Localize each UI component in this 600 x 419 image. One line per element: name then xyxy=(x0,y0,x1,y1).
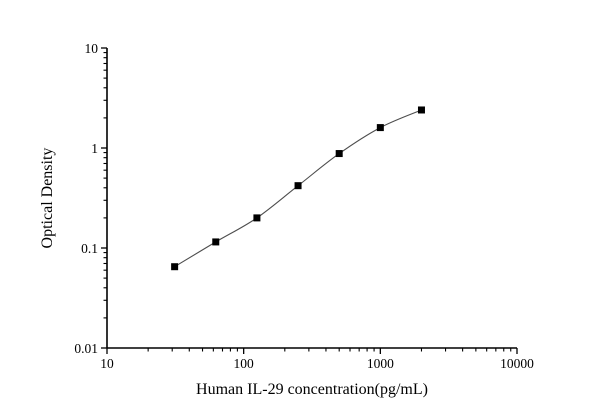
data-point-marker xyxy=(253,214,261,222)
y-tick-label: 0.01 xyxy=(74,341,98,356)
data-point-marker xyxy=(171,263,179,271)
axis-ticks xyxy=(101,47,518,354)
data-point-marker xyxy=(417,106,425,114)
y-tick-label: 10 xyxy=(85,41,99,56)
data-point-marker xyxy=(294,182,302,190)
axes xyxy=(106,48,517,349)
data-point-marker xyxy=(212,238,220,246)
y-axis-label: Optical Density xyxy=(39,148,56,249)
x-tick-label: 10 xyxy=(100,356,114,371)
y-tick-label: 0.1 xyxy=(81,241,98,256)
data-point-marker xyxy=(376,124,384,132)
x-tick-label: 100 xyxy=(234,356,255,371)
axis-tick-labels: 10 100 1000 10000 0.01 0.1 1 10 xyxy=(74,41,534,371)
x-tick-label: 1000 xyxy=(367,356,394,371)
x-axis-label: Human IL-29 concentration(pg/mL) xyxy=(196,381,428,398)
data-point-marker xyxy=(335,150,343,158)
y-tick-label: 1 xyxy=(91,141,98,156)
data-points xyxy=(171,106,425,271)
x-tick-label: 10000 xyxy=(500,356,534,371)
